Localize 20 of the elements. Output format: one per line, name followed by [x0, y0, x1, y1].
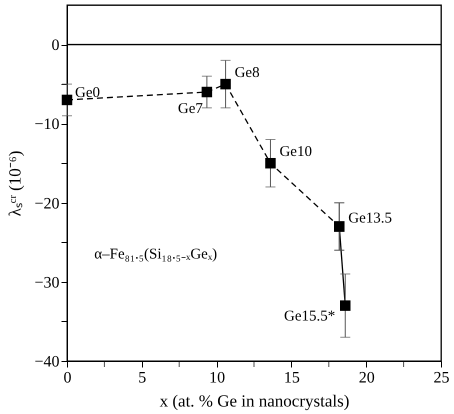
y-axis-title: λₛᶜʳ (10⁻⁶)	[5, 150, 24, 216]
annotation: Ge8	[234, 65, 260, 82]
x-axis-title: x (at. % Ge in nanocrystals)	[160, 392, 350, 410]
x-tick-label: 25	[434, 370, 450, 386]
y-tick-label: −40	[34, 354, 60, 370]
y-tick-label: 0	[52, 37, 60, 54]
annotation: Ge10	[279, 144, 312, 160]
x-tick-label: 10	[209, 370, 226, 386]
y-tick-label: −20	[34, 195, 60, 212]
y-tick-label: −10	[34, 116, 60, 134]
x-tick-label: 0	[64, 370, 72, 386]
x-tick-label: 15	[284, 370, 300, 386]
annotation: Ge13.5	[348, 210, 392, 227]
x-tick-label: 5	[138, 370, 146, 386]
y-tick-label: −30	[34, 274, 60, 292]
annotation: Ge0	[75, 84, 100, 101]
annotation: Ge7	[178, 101, 204, 118]
annotation: Ge15.5*	[284, 308, 336, 325]
annotation: α–Fe₈₁.₅(Si₁₈.₅₋ₓGeₓ)	[94, 246, 218, 262]
x-tick-label: 20	[358, 370, 375, 386]
